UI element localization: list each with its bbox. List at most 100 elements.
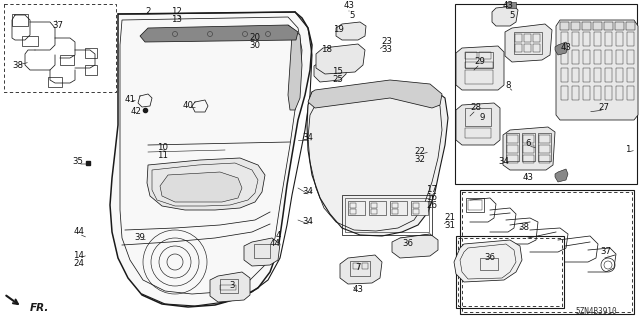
Bar	[583, 50, 590, 64]
Bar	[593, 22, 602, 30]
Bar	[392, 203, 398, 208]
Text: 15: 15	[333, 68, 344, 77]
Bar	[594, 50, 601, 64]
Bar	[369, 201, 386, 215]
Polygon shape	[308, 80, 442, 108]
Bar	[616, 68, 623, 82]
Text: 29: 29	[475, 57, 485, 66]
Bar	[539, 135, 550, 143]
Text: 8: 8	[505, 80, 511, 90]
Polygon shape	[505, 24, 552, 62]
Bar	[413, 209, 419, 214]
Bar	[48, 77, 62, 87]
Text: 38: 38	[13, 61, 24, 70]
Polygon shape	[140, 25, 298, 42]
Text: 17: 17	[426, 186, 438, 195]
Bar	[458, 238, 562, 306]
Bar	[572, 68, 579, 82]
Text: 20: 20	[250, 33, 260, 42]
Bar	[594, 32, 601, 46]
Bar	[220, 285, 236, 290]
Bar	[465, 62, 493, 68]
Bar	[371, 209, 377, 214]
Bar	[4, 4, 116, 92]
Circle shape	[243, 32, 248, 36]
Bar	[560, 22, 569, 30]
Bar	[533, 44, 540, 52]
Bar	[462, 192, 632, 312]
Polygon shape	[454, 240, 522, 282]
Bar	[506, 133, 519, 161]
Text: 25: 25	[333, 76, 344, 85]
Text: 43: 43	[353, 286, 364, 294]
Bar	[561, 50, 568, 64]
Bar	[583, 32, 590, 46]
Bar	[507, 135, 518, 143]
Bar	[515, 34, 522, 42]
Polygon shape	[307, 82, 448, 236]
Bar	[254, 244, 270, 258]
Text: 16: 16	[426, 194, 438, 203]
Bar	[411, 201, 428, 215]
Bar	[465, 52, 493, 68]
Text: 14: 14	[74, 251, 84, 261]
Polygon shape	[110, 12, 312, 307]
Polygon shape	[456, 103, 500, 145]
Bar	[479, 52, 491, 59]
Text: 33: 33	[381, 46, 392, 55]
Bar	[572, 86, 579, 100]
Polygon shape	[556, 20, 638, 120]
Bar	[371, 203, 377, 208]
Bar	[350, 209, 356, 214]
Polygon shape	[147, 158, 265, 210]
Text: 11: 11	[157, 152, 168, 160]
Bar	[561, 86, 568, 100]
Bar	[626, 22, 635, 30]
Text: 23: 23	[381, 38, 392, 47]
Bar	[12, 14, 28, 26]
Circle shape	[266, 32, 271, 36]
Bar	[627, 86, 634, 100]
Bar	[22, 36, 38, 46]
Bar	[583, 86, 590, 100]
Polygon shape	[314, 58, 348, 82]
Text: 22: 22	[415, 147, 426, 157]
Text: 43: 43	[561, 43, 572, 53]
Bar	[615, 22, 624, 30]
Bar	[60, 55, 74, 65]
Bar	[362, 263, 368, 269]
Bar	[350, 203, 356, 208]
Bar	[465, 128, 491, 138]
Text: 1: 1	[625, 145, 631, 154]
Bar	[507, 145, 518, 153]
Text: 10: 10	[157, 144, 168, 152]
Text: 24: 24	[74, 259, 84, 269]
Text: 37: 37	[600, 248, 611, 256]
Bar	[594, 86, 601, 100]
Bar	[594, 68, 601, 82]
Bar	[605, 50, 612, 64]
Bar	[507, 155, 518, 163]
Bar	[350, 261, 370, 276]
Text: 43: 43	[344, 2, 355, 11]
Text: 34: 34	[303, 133, 314, 143]
Bar	[514, 32, 542, 54]
Bar	[539, 155, 550, 163]
Text: FR.: FR.	[30, 303, 49, 313]
Text: 2: 2	[145, 8, 151, 17]
Bar	[455, 4, 637, 184]
Bar	[523, 145, 534, 153]
Polygon shape	[288, 25, 302, 110]
Bar	[465, 108, 491, 126]
Text: 12: 12	[172, 8, 182, 17]
Bar	[604, 22, 613, 30]
Polygon shape	[210, 272, 250, 302]
Bar	[605, 32, 612, 46]
Bar	[539, 145, 550, 153]
Bar	[616, 86, 623, 100]
Circle shape	[207, 32, 212, 36]
Text: 9: 9	[479, 114, 484, 122]
Bar	[345, 198, 429, 232]
Bar	[220, 279, 238, 293]
Bar	[616, 32, 623, 46]
